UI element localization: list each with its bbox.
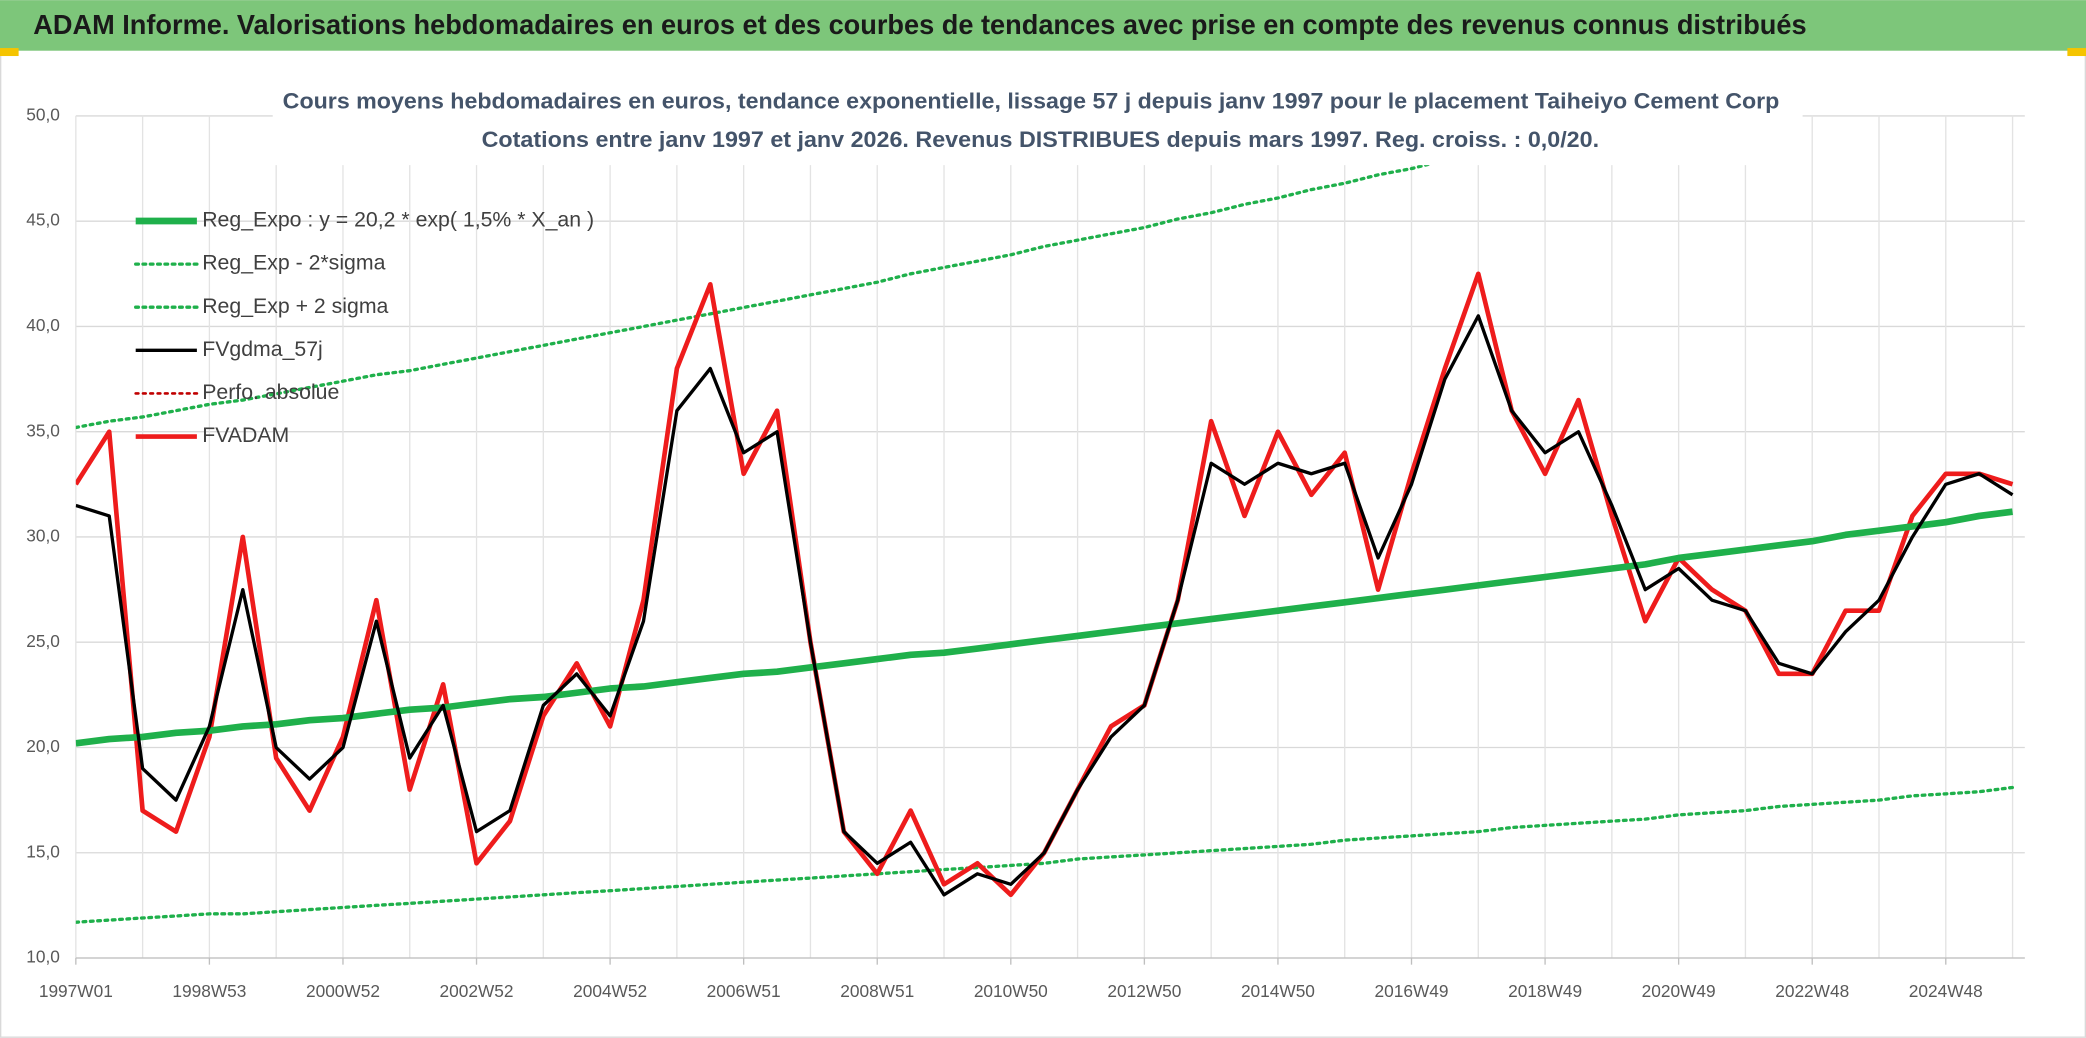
chart-subtitle: Cotations entre janv 1997 et janv 2026. … — [482, 127, 1599, 152]
title-box — [272, 82, 1803, 166]
x-tick-label: 2008W51 — [840, 981, 914, 1001]
y-tick-label: 10,0 — [26, 947, 60, 967]
y-tick-label: 20,0 — [26, 736, 60, 756]
x-tick-label: 2004W52 — [573, 981, 647, 1001]
legend-label: Reg_Expo : y = 20,2 * exp( 1,5% * X_an ) — [202, 208, 594, 232]
x-tick-label: 2000W52 — [306, 981, 380, 1001]
x-tick-label: 2018W49 — [1508, 981, 1582, 1001]
x-tick-label: 2012W50 — [1107, 981, 1181, 1001]
legend-label: FVgdma_57j — [202, 337, 323, 361]
corner-right — [2067, 48, 2086, 57]
series-line — [75, 785, 2015, 924]
legend-label: FVADAM — [202, 423, 289, 447]
legend-label: Perfo. absolue — [202, 380, 339, 404]
y-tick-label: 25,0 — [26, 631, 60, 651]
legend-label: Reg_Exp - 2*sigma — [202, 251, 385, 275]
chart-title: Cours moyens hebdomadaires en euros, ten… — [283, 89, 1780, 114]
x-tick-label: 2002W52 — [440, 981, 514, 1001]
plot-area: 10,0 15,0 20,0 25,0 30,0 35,0 40,0 45,0 50,0 1997… — [26, 104, 2025, 1001]
y-tick-label: 50,0 — [26, 104, 60, 124]
y-tick-label: 45,0 — [26, 210, 60, 230]
x-tick-label: 2024W48 — [1909, 981, 1983, 1001]
legend: Reg_Expo : y = 20,2 * exp( 1,5% * X_an )… — [134, 208, 594, 447]
x-tick-label: 1998W53 — [172, 981, 246, 1001]
x-tick-label: 2006W51 — [707, 981, 781, 1001]
x-tick-label: 2016W49 — [1375, 981, 1449, 1001]
y-tick-label: 35,0 — [26, 420, 60, 440]
x-tick-label: 2010W50 — [974, 981, 1048, 1001]
series-line — [75, 115, 1644, 430]
corner-left — [0, 48, 19, 57]
y-tick-label: 30,0 — [26, 526, 60, 546]
header-title: ADAM Informe. Valorisations hebdomadaire… — [33, 9, 1806, 40]
y-tick-label: 15,0 — [26, 841, 60, 861]
x-tick-label: 2020W49 — [1642, 981, 1716, 1001]
x-tick-label: 2014W50 — [1241, 981, 1315, 1001]
header-bar — [0, 0, 2086, 51]
y-tick-label: 40,0 — [26, 315, 60, 335]
x-tick-label: 1997W01 — [39, 981, 113, 1001]
legend-label: Reg_Exp + 2 sigma — [202, 294, 388, 318]
x-tick-label: 2022W48 — [1775, 981, 1849, 1001]
series-line — [75, 314, 2014, 897]
